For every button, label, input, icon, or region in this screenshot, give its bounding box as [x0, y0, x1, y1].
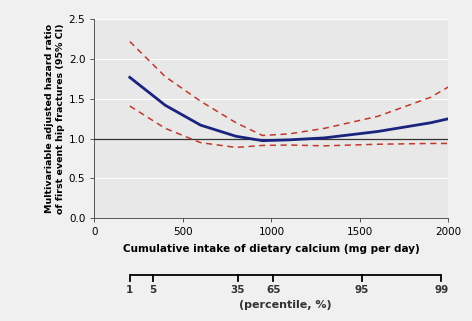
Text: 35: 35	[230, 285, 245, 295]
Text: 95: 95	[354, 285, 369, 295]
Text: 5: 5	[149, 285, 156, 295]
X-axis label: Cumulative intake of dietary calcium (mg per day): Cumulative intake of dietary calcium (mg…	[123, 244, 420, 254]
Text: 99: 99	[434, 285, 448, 295]
Text: (percentile, %): (percentile, %)	[239, 300, 332, 310]
Text: 65: 65	[266, 285, 280, 295]
Text: 1: 1	[126, 285, 134, 295]
Y-axis label: Multivariable adjusted hazard ratio
of first event hip fractures (95% CI): Multivariable adjusted hazard ratio of f…	[45, 23, 65, 214]
